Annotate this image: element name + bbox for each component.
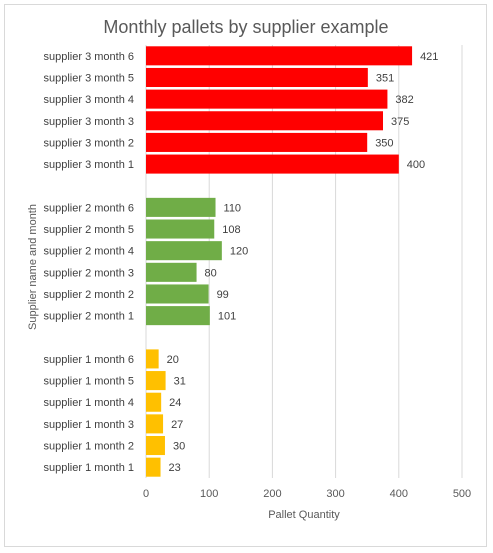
data-label: 23: [169, 462, 181, 474]
category-label: supplier 2 month 1: [44, 311, 135, 323]
data-label: 351: [376, 72, 394, 84]
category-label: supplier 3 month 1: [44, 159, 135, 171]
data-label: 80: [205, 267, 217, 279]
x-tick-label: 100: [200, 488, 218, 500]
bar: [146, 392, 162, 412]
bar: [146, 46, 413, 66]
category-label: supplier 1 month 1: [44, 462, 135, 474]
category-label: supplier 3 month 6: [44, 51, 135, 63]
x-tick-label: 0: [143, 488, 149, 500]
y-axis-title: Supplier name and month: [27, 204, 39, 330]
bar: [146, 306, 210, 326]
gridlines: [145, 45, 463, 478]
category-label: supplier 3 month 4: [44, 94, 135, 106]
bar: [146, 457, 161, 477]
data-label: 27: [171, 419, 183, 431]
data-label: 382: [395, 94, 413, 106]
category-label: supplier 1 month 2: [44, 441, 135, 453]
x-tick-label: 500: [453, 488, 471, 500]
category-label: supplier 1 month 6: [44, 354, 135, 366]
bar: [146, 219, 215, 239]
bar: [146, 154, 399, 174]
data-label: 108: [222, 224, 240, 236]
bar: [146, 132, 368, 152]
data-label: 24: [169, 397, 181, 409]
x-tick-label: 300: [326, 488, 344, 500]
data-label: 375: [391, 116, 409, 128]
category-label: supplier 2 month 4: [44, 246, 135, 258]
x-tick-label: 200: [263, 488, 281, 500]
bar: [146, 371, 166, 391]
bar: [146, 89, 388, 109]
category-label: supplier 1 month 3: [44, 419, 135, 431]
data-label: 99: [217, 289, 229, 301]
data-label: 400: [407, 159, 425, 171]
data-label: 350: [375, 137, 393, 149]
chart-title: Monthly pallets by supplier example: [103, 17, 388, 37]
x-tick-label: 400: [390, 488, 408, 500]
data-label: 110: [224, 202, 242, 214]
bar: [146, 349, 159, 369]
category-label: supplier 1 month 5: [44, 376, 135, 388]
category-labels: supplier 3 month 6 supplier 3 month 5 supp…: [44, 51, 135, 474]
category-label: supplier 1 month 4: [44, 397, 135, 409]
category-label: supplier 3 month 5: [44, 72, 135, 84]
bar: [146, 435, 165, 456]
category-label: supplier 2 month 3: [44, 267, 135, 279]
data-label: 20: [167, 354, 179, 366]
category-label: supplier 3 month 3: [44, 116, 135, 128]
data-label: 101: [218, 311, 236, 323]
data-label: 421: [420, 51, 438, 63]
x-axis-title: Pallet Quantity: [268, 509, 340, 521]
bars: [146, 46, 413, 477]
bar: [146, 197, 216, 217]
data-label: 31: [174, 376, 186, 388]
category-label: supplier 2 month 2: [44, 289, 135, 301]
category-label: supplier 3 month 2: [44, 137, 135, 149]
data-label: 30: [173, 441, 185, 453]
bar: [146, 111, 383, 131]
category-label: supplier 2 month 5: [44, 224, 135, 236]
data-label: 120: [230, 246, 248, 258]
bar: [146, 284, 209, 304]
x-tick-labels: 0 100 200 300 400 500: [143, 488, 471, 500]
category-label: supplier 2 month 6: [44, 202, 135, 214]
bar: [146, 67, 368, 88]
bar: [146, 241, 222, 261]
bar: [146, 262, 197, 282]
bar: [146, 414, 164, 434]
